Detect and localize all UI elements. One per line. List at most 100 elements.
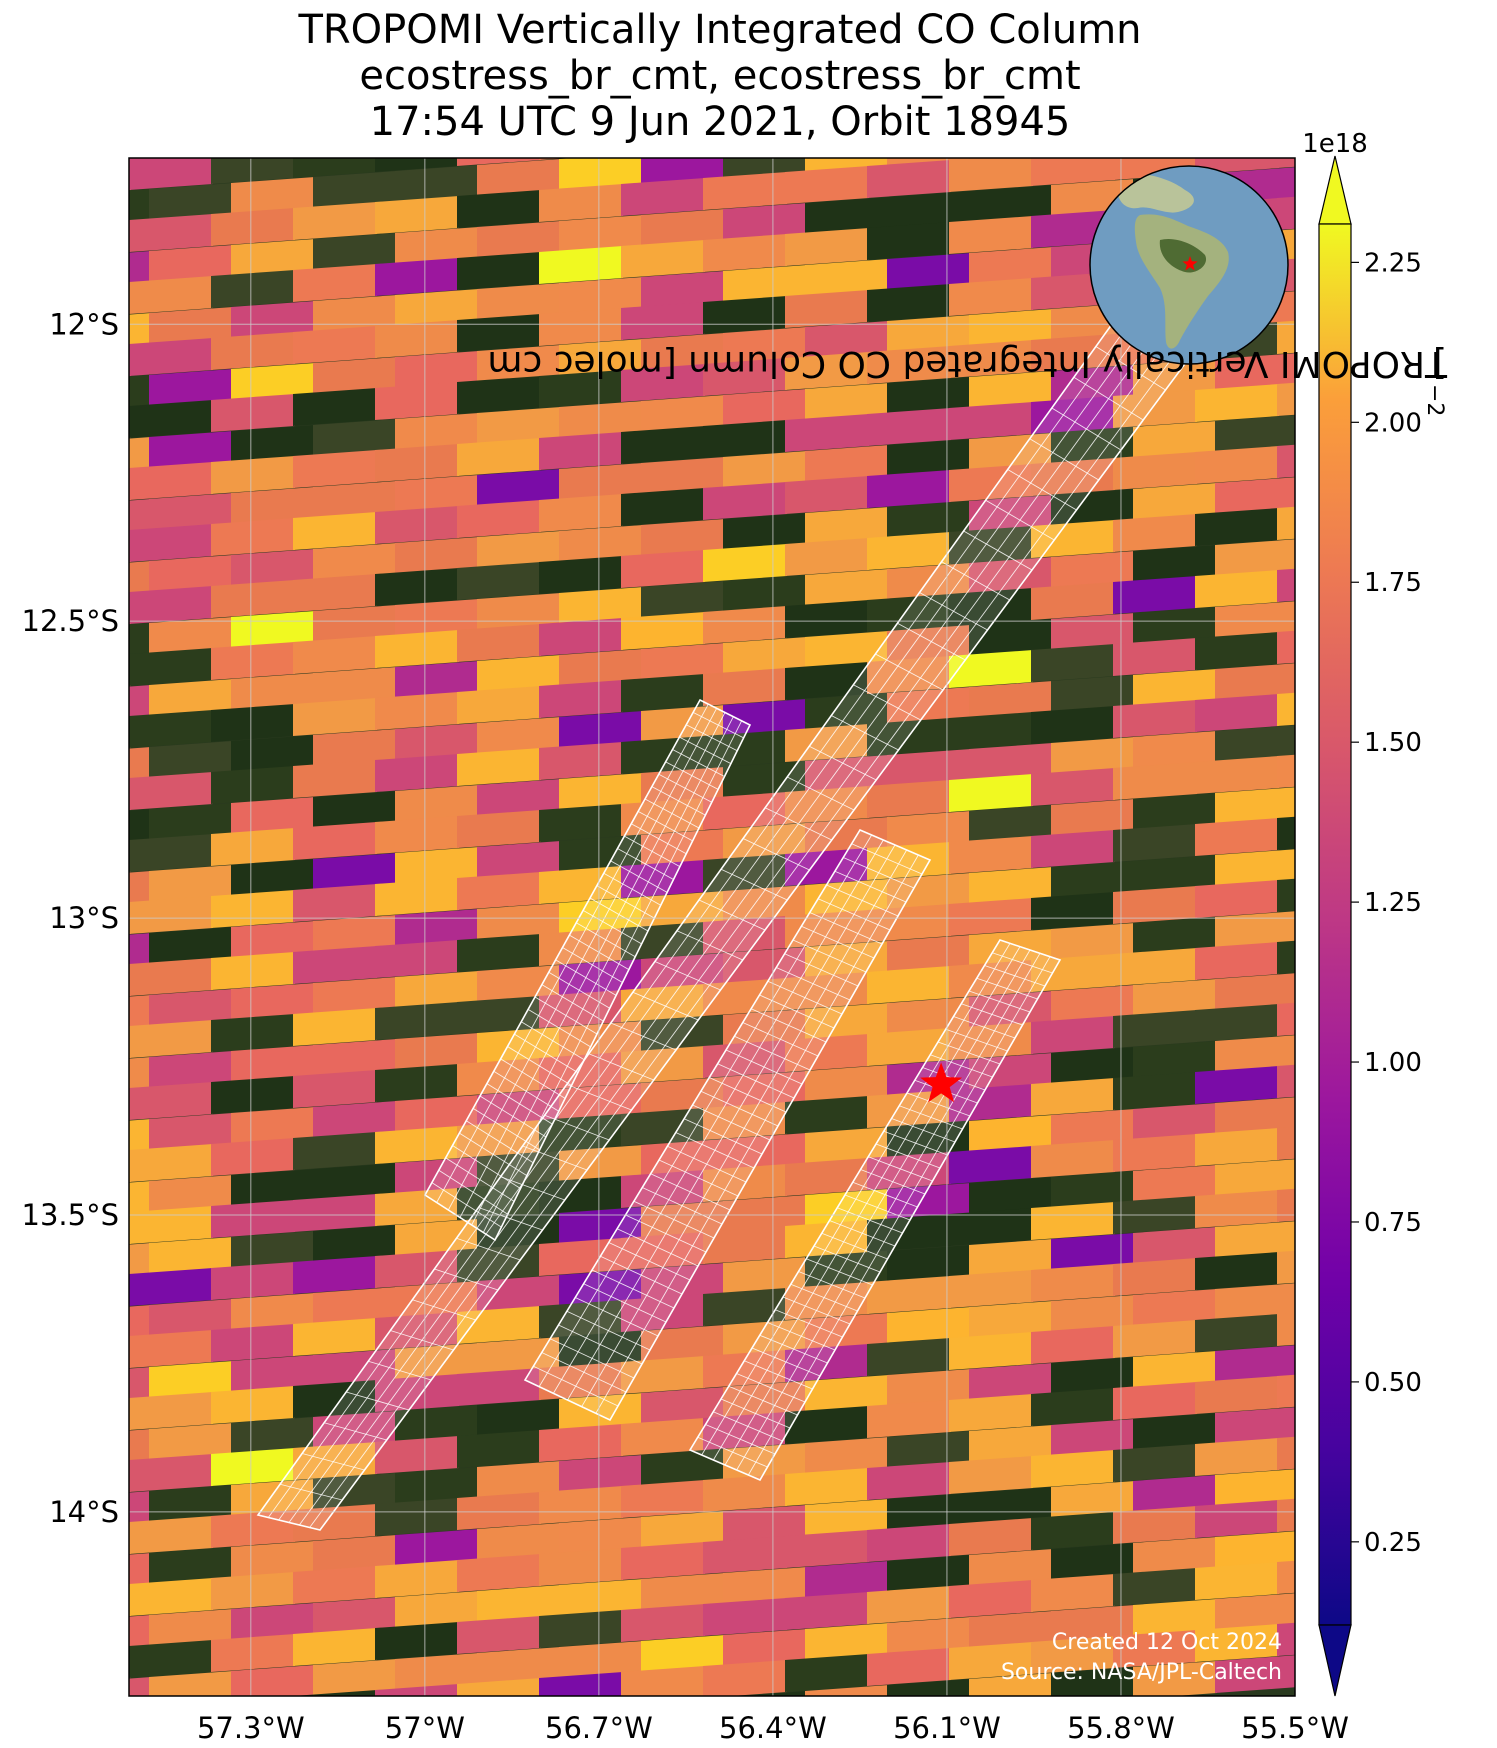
tropomi-pixel-816: [1441, 1296, 1497, 1334]
tropomi-pixel-934: [231, 1603, 315, 1641]
tropomi-pixel-103: [641, 209, 725, 247]
tropomi-pixel-572: [129, 1020, 213, 1058]
tropomi-pixel-634: [559, 1083, 643, 1121]
tropomi-pixel-188: [1379, 279, 1463, 317]
tropomi-pixel-860: [395, 1467, 479, 1505]
tropomi-pixel-198: [621, 364, 705, 402]
tropomi-pixel-41: [211, 158, 295, 184]
tropomi-pixel-280: [1113, 452, 1197, 490]
tropomi-pixel-267: [129, 530, 131, 563]
tropomi-pixel-545: [1031, 892, 1115, 930]
tropomi-pixel-921: [703, 1536, 787, 1574]
tropomi-pixel-566: [1215, 911, 1295, 949]
tropomi-pixel-246: [1441, 366, 1497, 404]
tropomi-pixel-33: [1093, 49, 1177, 87]
tropomi-pixel-972: [231, 1665, 315, 1696]
tropomi-pixel-1016: [737, 1691, 807, 1696]
tropomi-pixel-897: [313, 1535, 397, 1573]
tropomi-pixel-675: [805, 1127, 889, 1165]
tropomi-pixel-489: [1133, 793, 1217, 831]
tropomi-pixel-650: [293, 1132, 377, 1170]
tropomi-pixel-151: [1461, 211, 1497, 249]
tropomi-pixel-340: [1379, 527, 1463, 565]
tropomi-pixel-927: [1195, 1500, 1279, 1538]
tropomi-pixel-367: [477, 655, 561, 693]
tropomi-pixel-5: [375, 72, 459, 110]
tropomi-pixel-562: [887, 935, 971, 973]
tropomi-pixel-482: [559, 835, 643, 873]
tropomi-pixel-289: [313, 543, 397, 581]
colorbar-title-end: ]: [1432, 343, 1447, 384]
tropomi-pixel-7: [539, 60, 623, 98]
tropomi-pixel-859: [313, 1473, 397, 1511]
tropomi-pixel-552: [129, 995, 151, 1029]
tropomi-pixel-771: [867, 1276, 951, 1314]
tropomi-pixel-902: [723, 1505, 807, 1543]
tropomi-pixel-337: [1133, 545, 1217, 583]
tropomi-pixel-890: [1277, 1436, 1295, 1470]
tropomi-pixel-510: [1277, 816, 1295, 850]
tropomi-pixel-575: [375, 1002, 459, 1040]
tropomi-pixel-487: [969, 805, 1053, 843]
tropomi-pixel-649: [211, 1138, 295, 1176]
tropomi-pixel-21: [109, 121, 193, 159]
tropomi-pixel-820: [231, 1417, 315, 1455]
tropomi-pixel-973: [313, 1659, 397, 1696]
tropomi-pixel-119: [375, 258, 459, 296]
tropomi-pixel-273: [539, 494, 623, 532]
tropomi-pixel-486: [887, 811, 971, 849]
tropomi-pixel-258: [887, 439, 971, 477]
tropomi-pixel-162: [785, 290, 869, 328]
tropomi-pixel-338: [1215, 539, 1295, 577]
tropomi-pixel-911: [1461, 1451, 1497, 1489]
tropomi-pixel-548: [1277, 878, 1295, 912]
tropomi-pixel-307: [211, 580, 295, 618]
tropomi-pixel-199: [703, 358, 787, 396]
tropomi-pixel-214: [395, 413, 479, 451]
tropomi-pixel-461: [375, 816, 459, 854]
lat-tick-label-1: 12.5°S: [22, 604, 119, 638]
tropomi-pixel-515: [149, 927, 233, 965]
tropomi-pixel-920: [621, 1542, 705, 1580]
tropomi-pixel-154: [129, 338, 213, 376]
tropomi-pixel-625: [1359, 992, 1443, 1030]
tropomi-pixel-925: [1031, 1512, 1115, 1550]
tropomi-pixel-558: [559, 959, 643, 997]
tropomi-pixel-735: [1031, 1202, 1115, 1240]
tropomi-pixel-283: [1359, 434, 1443, 472]
tropomi-pixel-496: [129, 896, 213, 934]
tropomi-pixel-394: [1113, 638, 1197, 676]
tropomi-pixel-478: [231, 859, 315, 897]
tropomi-pixel-672: [559, 1145, 643, 1183]
colorbar-tick-label-4: 1.25: [1364, 888, 1422, 918]
tropomi-pixel-179: [641, 333, 725, 371]
lat-tick-label-4: 14°S: [49, 1495, 119, 1529]
lon-tick-label-0: 57.3°W: [197, 1711, 305, 1745]
tropomi-pixel-262: [1215, 415, 1295, 453]
tropomi-pixel-763: [211, 1324, 295, 1362]
tropomi-pixel-430: [949, 712, 1033, 750]
tropomi-pixel-6: [457, 66, 541, 104]
tropomi-pixel-642: [1215, 1035, 1295, 1073]
tropomi-pixel-709: [477, 1213, 561, 1251]
tropomi-pixel-494: [0, 908, 49, 946]
north-america-land: [1117, 173, 1194, 213]
tropomi-pixel-270: [293, 512, 377, 550]
tropomi-pixel-269: [211, 518, 295, 556]
tropomi-pixel-458: [129, 834, 213, 872]
tropomi-pixel-535: [211, 952, 295, 990]
tropomi-pixel-455: [1461, 707, 1497, 745]
tropomi-pixel-879: [375, 1498, 459, 1536]
tropomi-pixel-388: [621, 674, 705, 712]
tropomi-pixel-721: [1461, 1141, 1497, 1179]
tropomi-pixel-1025: [1461, 1637, 1497, 1675]
tropomi-pixel-462: [457, 810, 541, 848]
tropomi-pixel-34: [1175, 43, 1259, 81]
tropomi-pixel-4: [293, 78, 377, 116]
tropomi-pixel-257: [805, 445, 889, 483]
tropomi-pixel-118: [293, 264, 377, 302]
tropomi-pixel-591: [149, 1051, 233, 1089]
map-frame: [128, 157, 1296, 1697]
tropomi-pixel-970: [129, 1677, 151, 1696]
tropomi-pixel-653: [539, 1114, 623, 1152]
